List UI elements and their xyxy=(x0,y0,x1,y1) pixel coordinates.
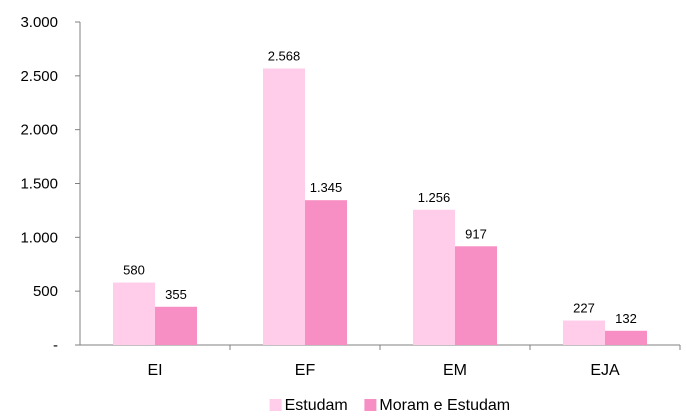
bar-eja-series-0 xyxy=(563,320,605,345)
chart-legend: Estudam Moram e Estudam xyxy=(269,397,510,414)
y-axis-ticks: - 500 1.000 1.500 2.000 2.500 3.000 xyxy=(20,14,80,354)
bar-ef-series-0 xyxy=(263,68,305,346)
data-label: 132 xyxy=(615,311,637,326)
bar-eja-series-1 xyxy=(605,330,647,345)
data-label: 580 xyxy=(123,263,145,278)
data-label: 1.345 xyxy=(310,180,343,195)
legend-label: Moram e Estudam xyxy=(379,397,510,414)
data-label: 917 xyxy=(465,226,487,241)
x-axis-ticks: EI EF EM EJA xyxy=(147,345,681,379)
y-tick-label: 2.500 xyxy=(20,68,58,85)
y-tick-label: - xyxy=(53,337,58,354)
y-tick-label: 2.000 xyxy=(20,122,58,139)
legend-swatch xyxy=(269,399,282,411)
bar-ei-series-0 xyxy=(113,282,155,345)
bar-ef-series-1 xyxy=(305,200,347,345)
bar-em-series-0 xyxy=(413,209,455,345)
data-labels: 580 355 2.568 1.345 1.256 917 227 132 xyxy=(123,49,637,326)
data-label: 1.256 xyxy=(418,190,451,205)
data-label: 227 xyxy=(573,301,595,316)
bar-ei-series-1 xyxy=(155,306,197,345)
legend-label: Estudam xyxy=(285,397,348,414)
x-tick-label: EF xyxy=(295,362,316,379)
data-label: 355 xyxy=(165,287,187,302)
legend-swatch xyxy=(364,399,377,411)
bar-em-series-1 xyxy=(455,246,497,345)
data-label: 2.568 xyxy=(268,49,301,64)
y-tick-label: 1.000 xyxy=(20,229,58,246)
x-tick-label: EM xyxy=(443,362,467,379)
x-tick-label: EJA xyxy=(590,362,620,379)
y-tick-label: 3.000 xyxy=(20,14,58,31)
y-tick-label: 1.500 xyxy=(20,176,58,193)
chart-bars xyxy=(113,68,647,346)
x-tick-label: EI xyxy=(147,362,162,379)
y-tick-label: 500 xyxy=(33,283,58,300)
